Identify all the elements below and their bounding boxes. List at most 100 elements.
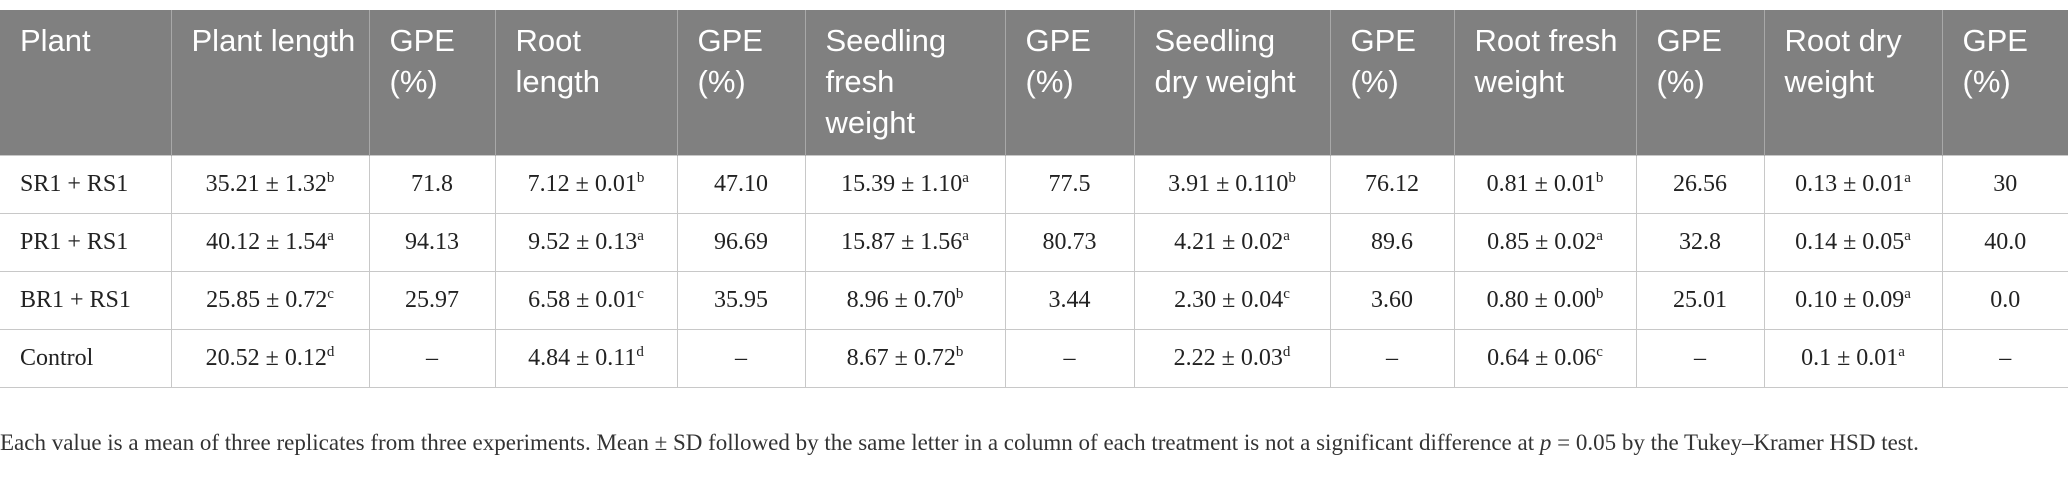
table-cell: 25.85 ± 0.72c [170, 271, 369, 330]
table-cell: 3.91 ± 0.110b [1133, 155, 1330, 214]
table-cell: 25.01 [1635, 271, 1764, 330]
table-cell: 15.39 ± 1.10a [804, 155, 1005, 214]
table-cell: – [676, 329, 805, 388]
significance-letter: a [962, 228, 969, 244]
header-cell: Root fresh weight [1453, 10, 1636, 156]
table-cell: 2.30 ± 0.04c [1133, 271, 1330, 330]
footnote-text: Each value is a mean of three replicates… [0, 430, 1540, 455]
cell-value: 0.85 ± 0.02 [1487, 229, 1597, 255]
significance-letter: b [326, 170, 335, 186]
table-cell: 3.44 [1004, 271, 1134, 330]
cell-value: 15.87 ± 1.56 [841, 229, 963, 255]
cell-value: 0.13 ± 0.01 [1795, 171, 1905, 197]
table-cell: 40.12 ± 1.54a [170, 213, 369, 272]
header-cell: Plant [0, 10, 171, 156]
table-cell: 7.12 ± 0.01b [494, 155, 677, 214]
header-cell: GPE (%) [1004, 10, 1134, 156]
footnote-text: = 0.05 by the Tukey–Kramer HSD test. [1551, 430, 1919, 455]
table-cell: 0.0 [1941, 271, 2068, 330]
table-cell: – [1004, 329, 1134, 388]
cell-value: 0.80 ± 0.00 [1486, 287, 1596, 313]
table-cell: 0.81 ± 0.01b [1453, 155, 1636, 214]
table-cell: 15.87 ± 1.56a [804, 213, 1005, 272]
significance-letter: b [955, 344, 964, 360]
cell-value: 40.12 ± 1.54 [206, 229, 328, 255]
table-cell: – [1635, 329, 1764, 388]
table-cell: 0.14 ± 0.05a [1763, 213, 1942, 272]
table-cell: 6.58 ± 0.01c [494, 271, 677, 330]
significance-letter: d [1282, 344, 1291, 360]
table-cell: – [1329, 329, 1454, 388]
header-row: Plant Plant length GPE (%) Root length GPE (… [0, 10, 2068, 156]
row-label: SR1 + RS1 [0, 155, 171, 214]
cell-value: 7.12 ± 0.01 [527, 171, 637, 197]
table-cell: 3.60 [1329, 271, 1454, 330]
cell-value: 0.64 ± 0.06 [1487, 345, 1597, 371]
table-cell: 9.52 ± 0.13a [494, 213, 677, 272]
cell-value: 4.84 ± 0.11 [528, 345, 637, 371]
significance-letter: a [1904, 170, 1911, 186]
row-label: BR1 + RS1 [0, 271, 171, 330]
table-cell: 0.80 ± 0.00b [1453, 271, 1636, 330]
table-cell: 4.84 ± 0.11d [494, 329, 677, 388]
cell-value: 25.85 ± 0.72 [206, 287, 328, 313]
significance-letter: a [1898, 344, 1905, 360]
cell-value: 2.30 ± 0.04 [1174, 287, 1284, 313]
significance-letter: c [637, 286, 644, 302]
table-row: Control 20.52 ± 0.12d –4.84 ± 0.11d –8.67 ±… [0, 329, 2068, 388]
cell-value: 0.81 ± 0.01 [1486, 171, 1596, 197]
table-cell: 0.1 ± 0.01a [1763, 329, 1942, 388]
table-cell: 25.97 [368, 271, 495, 330]
cell-value: 35.21 ± 1.32 [205, 171, 327, 197]
table-cell: 47.10 [676, 155, 805, 214]
table-cell: – [368, 329, 495, 388]
table-cell: 80.73 [1004, 213, 1134, 272]
data-table: Plant Plant length GPE (%) Root length GPE (… [0, 10, 2068, 388]
significance-letter: c [327, 286, 334, 302]
table-cell: 0.85 ± 0.02a [1453, 213, 1636, 272]
cell-value: 0.1 ± 0.01 [1801, 345, 1899, 371]
header-cell: Root dry weight [1763, 10, 1942, 156]
significance-letter: a [1904, 286, 1911, 302]
cell-value: 8.67 ± 0.72 [846, 345, 956, 371]
table-cell: 40.0 [1941, 213, 2068, 272]
cell-value: 20.52 ± 0.12 [205, 345, 327, 371]
significance-letter: a [327, 228, 334, 244]
significance-letter: d [636, 344, 644, 360]
table-cell: 30 [1941, 155, 2068, 214]
table-cell: 0.10 ± 0.09a [1763, 271, 1942, 330]
header-cell: GPE (%) [676, 10, 805, 156]
cell-value: 3.91 ± 0.110 [1168, 171, 1289, 197]
header-cell: Root length [494, 10, 677, 156]
table-cell: 77.5 [1004, 155, 1134, 214]
footnote: Each value is a mean of three replicates… [0, 427, 2040, 458]
table-cell: 76.12 [1329, 155, 1454, 214]
significance-letter: d [326, 344, 335, 360]
significance-letter: c [1596, 344, 1603, 360]
header-cell: GPE (%) [1635, 10, 1764, 156]
cell-value: 6.58 ± 0.01 [528, 287, 638, 313]
significance-letter: a [962, 170, 969, 186]
header-cell: Seedling dry weight [1133, 10, 1330, 156]
header-cell: Plant length [170, 10, 369, 156]
cell-value: 2.22 ± 0.03 [1173, 345, 1283, 371]
header-cell: GPE (%) [1329, 10, 1454, 156]
table-row: SR1 + RS1 35.21 ± 1.32b 71.8 7.12 ± 0.01b 47… [0, 155, 2068, 214]
row-label: Control [0, 329, 171, 388]
table-cell: 8.96 ± 0.70b [804, 271, 1005, 330]
significance-letter: b [1288, 170, 1296, 186]
cell-value: 0.14 ± 0.05 [1795, 229, 1905, 255]
cell-value: 4.21 ± 0.02 [1174, 229, 1284, 255]
header-cell: GPE (%) [368, 10, 495, 156]
table-cell: 94.13 [368, 213, 495, 272]
header-cell: GPE (%) [1941, 10, 2068, 156]
table-cell: 8.67 ± 0.72b [804, 329, 1005, 388]
header-cell: Seedling fresh weight [804, 10, 1005, 156]
significance-letter: b [1595, 286, 1604, 302]
significance-letter: c [1283, 286, 1290, 302]
cell-value: 8.96 ± 0.70 [846, 287, 956, 313]
significance-letter: a [1596, 228, 1603, 244]
cell-value: 15.39 ± 1.10 [841, 171, 963, 197]
table-cell: 96.69 [676, 213, 805, 272]
